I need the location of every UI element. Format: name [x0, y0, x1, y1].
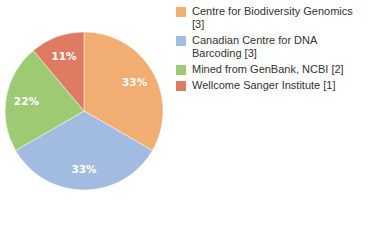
legend-swatch	[176, 36, 186, 46]
data-labels: 33% 33% 22% 11%	[14, 50, 148, 175]
legend: Centre for Biodiversity Genomics [3] Cana…	[176, 5, 372, 95]
data-label: 33%	[71, 163, 97, 175]
chart-root: 33% 33% 22% 11% Centre for Biodiversity Gen…	[0, 0, 380, 240]
data-label: 22%	[14, 95, 40, 107]
pie-chart: 33% 33% 22% 11%	[0, 0, 380, 240]
legend-entry: Canadian Centre for DNA Barcoding [3]	[176, 34, 372, 60]
data-label: 11%	[51, 50, 77, 62]
legend-swatch	[176, 81, 186, 91]
legend-label: Centre for Biodiversity Genomics [3]	[192, 5, 357, 31]
legend-entry: Mined from GenBank, NCBI [2]	[176, 63, 372, 76]
legend-label: Mined from GenBank, NCBI [2]	[192, 63, 357, 76]
data-label: 33%	[122, 76, 148, 88]
legend-swatch	[176, 7, 186, 17]
slices	[5, 32, 163, 190]
legend-label: Canadian Centre for DNA Barcoding [3]	[192, 34, 357, 60]
legend-entry: Centre for Biodiversity Genomics [3]	[176, 5, 372, 31]
legend-entry: Wellcome Sanger Institute [1]	[176, 79, 372, 92]
legend-swatch	[176, 65, 186, 75]
legend-label: Wellcome Sanger Institute [1]	[192, 79, 357, 92]
pie-slice	[33, 32, 84, 111]
